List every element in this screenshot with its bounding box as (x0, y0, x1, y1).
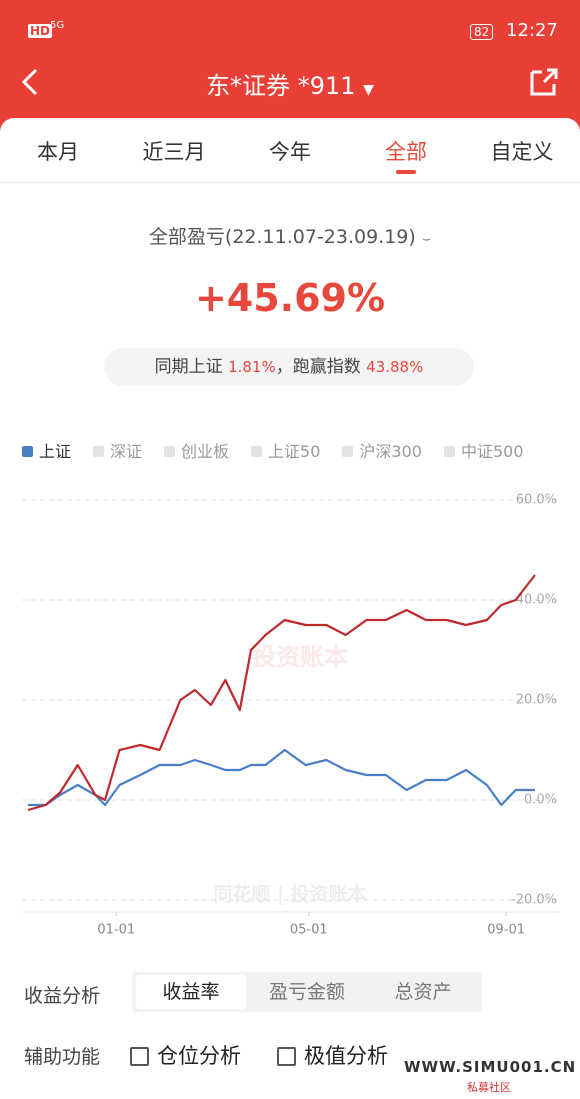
legend-swatch (251, 446, 263, 457)
checkbox-option[interactable]: 极值分析 (277, 1040, 388, 1070)
y-tick-label: -20.0% (511, 893, 557, 908)
total-return: +45.69% (194, 276, 386, 320)
checkbox-label: 极值分析 (304, 1044, 388, 1068)
header-title[interactable]: 东*证券 *911 ▼ (206, 72, 374, 100)
y-tick-label: 0.0% (524, 793, 557, 808)
analysis-option[interactable]: 收益率 (136, 975, 246, 1009)
watermark: 投资账本 (252, 643, 348, 671)
checkbox (277, 1047, 296, 1066)
legend-item[interactable]: 创业板 (164, 438, 229, 462)
analysis-option[interactable]: 盈亏金额 (268, 981, 345, 1003)
y-tick-label: 20.0% (516, 693, 557, 708)
battery: 82 (470, 24, 494, 40)
y-tick-label: 60.0% (516, 493, 557, 508)
series-line (27, 574, 536, 812)
back-button[interactable] (16, 66, 46, 98)
benchmark-label: 同期上证 (154, 357, 223, 377)
content-card: 本月 近三月 今年 全部 自定义 全部盈亏(22.11.07-23.09.19) ⌣ +… (0, 118, 580, 1099)
legend-swatch (164, 446, 176, 457)
series-line (28, 748, 535, 807)
watermark: 同花顺 | 投资账本 (213, 883, 366, 906)
legend-swatch (443, 446, 455, 457)
legend-item[interactable]: 中证500 (443, 438, 524, 462)
beat-label: ，跑赢指数 (275, 357, 361, 377)
analysis-label: 收益分析 (24, 985, 101, 1007)
legend-label: 上证 (39, 442, 72, 461)
tab-bar: 本月 近三月 今年 全部 自定义 (0, 118, 580, 183)
signal: 5G (50, 20, 65, 31)
benchmark-value: 1.81% (228, 358, 276, 376)
legend-swatch (93, 446, 105, 457)
legend-item[interactable]: 上证 (22, 438, 71, 462)
tools: 仓位分析 极值分析 (130, 1040, 424, 1070)
legend-label: 沪深300 (359, 442, 422, 461)
checkbox-label: 仓位分析 (157, 1044, 241, 1068)
x-tick-label: 09-01 (487, 923, 525, 938)
legend: 上证 深证 创业板 上证50 沪深300 中证500 (22, 438, 578, 462)
legend-label: 深证 (110, 442, 143, 461)
site-tagline: 私募社区 (467, 1081, 511, 1094)
benchmark-pill: 同期上证 1.81%，跑赢指数 43.88% (104, 348, 474, 386)
tab[interactable]: 自定义 (490, 140, 554, 164)
tab[interactable]: 近三月 (142, 140, 206, 164)
share-button[interactable] (528, 66, 560, 98)
legend-item[interactable]: 深证 (93, 438, 142, 462)
summary-label: 全部盈亏(22.11.07-23.09.19) ⌣ (148, 226, 432, 248)
tools-label: 辅助功能 (24, 1046, 101, 1068)
y-tick-label: 40.0% (516, 593, 557, 608)
legend-label: 上证50 (268, 442, 321, 461)
legend-label: 创业板 (181, 442, 230, 461)
x-tick-label: 05-01 (290, 923, 328, 938)
analysis-switch: 收益率 盈亏金额 总资产 (132, 972, 482, 1012)
checkbox-option[interactable]: 仓位分析 (130, 1040, 241, 1070)
period-label: 全部盈亏(22.11.07-23.09.19) (148, 226, 416, 248)
legend-swatch (22, 446, 33, 457)
analysis-option[interactable]: 总资产 (394, 981, 452, 1003)
tab-indicator (396, 170, 416, 174)
account-name: 东*证券 *911 (206, 72, 356, 100)
legend-label: 中证500 (460, 442, 524, 461)
legend-swatch (342, 446, 354, 457)
checkbox (130, 1047, 149, 1066)
tab[interactable]: 全部 (385, 140, 427, 164)
x-tick-label: 01-01 (97, 923, 135, 938)
beat-value: 43.88% (366, 358, 424, 376)
site-mark: WWW.SIMU001.CN (404, 1058, 577, 1076)
tab[interactable]: 本月 (37, 140, 79, 164)
network-icon: HD (28, 24, 53, 38)
clock: 12:27 (506, 20, 558, 41)
tab[interactable]: 今年 (269, 140, 311, 164)
legend-item[interactable]: 沪深300 (342, 438, 422, 462)
legend-item[interactable]: 上证50 (251, 438, 320, 462)
